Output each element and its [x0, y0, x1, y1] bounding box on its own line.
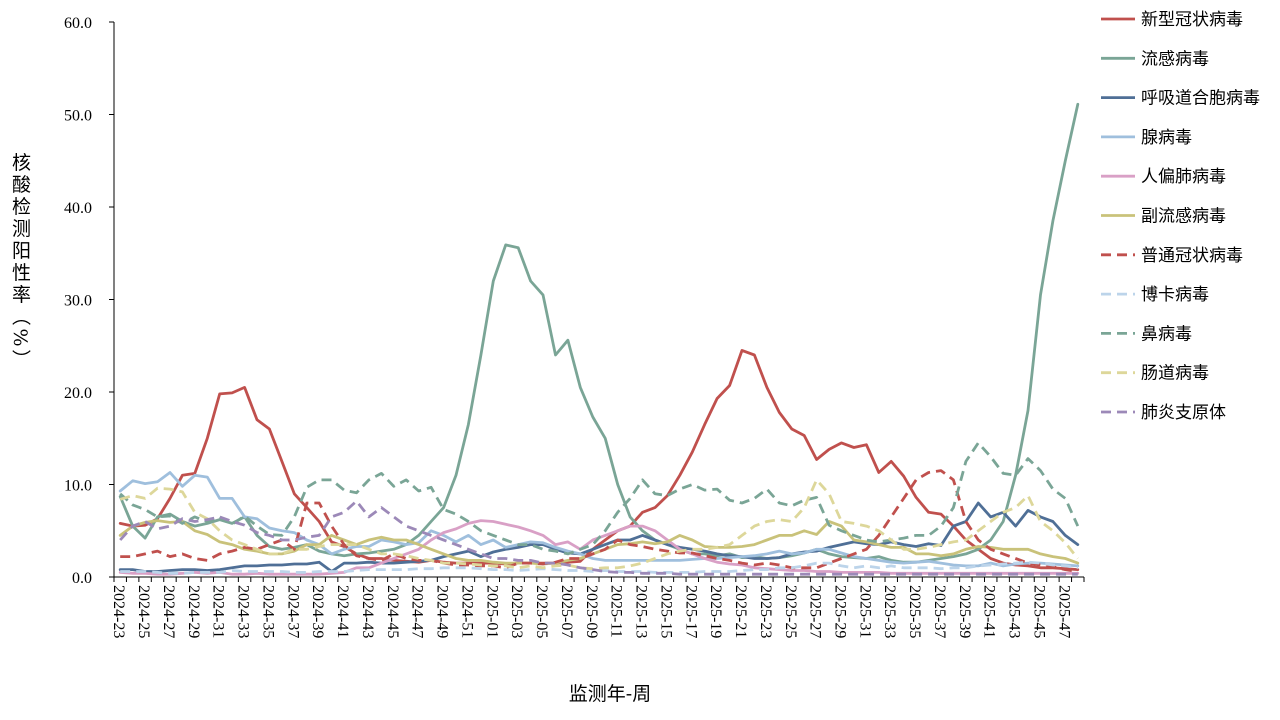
x-tick-labels: 2024-23 2024-25 2024-27 2024-29 2024-31 2024-…: [110, 585, 1072, 638]
x-tick-label: 2025-43: [1006, 585, 1023, 638]
x-tick-label: 2025-21: [732, 585, 749, 638]
x-tick-label: 2025-31: [856, 585, 873, 638]
x-tick-label: 2025-05: [533, 585, 550, 638]
x-tick-label: 2024-33: [235, 585, 252, 638]
x-tick-label: 2025-39: [956, 585, 973, 638]
legend-label-10: 肺炎支原体: [1141, 403, 1226, 423]
legend-label-1: 流感病毒: [1141, 49, 1209, 69]
x-tick-label: 2025-25: [782, 585, 799, 638]
x-tick-label: 2024-25: [135, 585, 152, 638]
series-line-8: [119, 441, 1080, 556]
x-tick-label: 2024-47: [409, 585, 426, 638]
y-tick-label: 40.0: [64, 200, 92, 217]
x-tick-label: 2024-41: [334, 585, 351, 638]
x-tick-label: 2025-15: [657, 585, 674, 638]
series-line-9: [119, 478, 1079, 571]
legend-label-9: 肠道病毒: [1141, 364, 1209, 384]
y-tick-labels: 0.0 10.0 20.0 30.0 40.0 50.0 60.0: [64, 15, 92, 587]
x-axis-title: 监测年-周: [569, 683, 651, 705]
legend-label-0: 新型冠状病毒: [1141, 10, 1243, 30]
x-tick-label: 2025-27: [807, 585, 824, 638]
x-tick-label: 2024-27: [160, 585, 177, 638]
axes: [109, 21, 1085, 582]
series-line-10: [119, 499, 1078, 576]
y-tick-label: 30.0: [64, 293, 92, 310]
legend-label-7: 博卡病毒: [1141, 285, 1209, 305]
x-tick-label: 2025-37: [931, 585, 948, 638]
x-tick-label: 2024-43: [359, 585, 376, 638]
x-tick-label: 2025-23: [757, 585, 774, 638]
series-line-5: [118, 519, 1080, 566]
y-tick-label: 20.0: [64, 385, 92, 402]
x-tick-label: 2024-29: [185, 585, 202, 638]
y-tick-label: 60.0: [64, 15, 92, 32]
legend-label-5: 副流感病毒: [1141, 207, 1226, 227]
x-tick-label: 2025-07: [558, 585, 575, 638]
x-tick-label: 2024-49: [434, 585, 451, 638]
series-line-2: [118, 501, 1080, 573]
y-axis-title: 核酸检测阳性率（%）: [9, 152, 31, 371]
x-tick-label: 2025-09: [583, 585, 600, 638]
y-tick-label: 10.0: [64, 478, 92, 495]
y-tick-label: 50.0: [64, 108, 92, 125]
legend: 新型冠状病毒流感病毒呼吸道合胞病毒腺病毒人偏肺病毒副流感病毒普通冠状病毒博卡病毒…: [1101, 10, 1260, 423]
x-tick-label: 2025-19: [707, 585, 724, 638]
x-tick-label: 2025-33: [881, 585, 898, 638]
x-tick-label: 2024-51: [458, 585, 475, 638]
x-tick-label: 2025-11: [608, 585, 625, 638]
series-line-3: [118, 471, 1080, 568]
y-tick-label: 0.0: [72, 570, 92, 587]
series-line-0: [118, 348, 1080, 571]
legend-label-2: 呼吸道合胞病毒: [1141, 89, 1260, 109]
x-tick-label: 2025-35: [906, 585, 923, 638]
legend-label-4: 人偏肺病毒: [1141, 167, 1226, 187]
x-tick-label: 2025-45: [1030, 585, 1047, 638]
x-tick-label: 2024-37: [284, 585, 301, 638]
x-tick-label: 2025-47: [1055, 585, 1072, 638]
x-tick-label: 2024-45: [384, 585, 401, 638]
series-lines: [118, 102, 1080, 576]
legend-label-6: 普通冠状病毒: [1141, 246, 1243, 266]
legend-label-8: 鼻病毒: [1141, 324, 1192, 344]
x-tick-label: 2024-31: [210, 585, 227, 638]
x-tick-label: 2025-03: [508, 585, 525, 638]
x-tick-label: 2025-17: [682, 585, 699, 638]
x-tick-label: 2024-23: [110, 585, 127, 638]
x-tick-label: 2024-39: [309, 585, 326, 638]
x-tick-label: 2024-35: [259, 585, 276, 638]
x-tick-label: 2025-41: [981, 585, 998, 638]
series-line-6: [120, 469, 1079, 573]
x-tick-label: 2025-01: [483, 585, 500, 638]
x-tick-label: 2025-13: [633, 585, 650, 638]
series-line-7: [120, 560, 1079, 575]
legend-label-3: 腺病毒: [1141, 128, 1192, 148]
x-tick-label: 2025-29: [832, 585, 849, 638]
series-line-1: [118, 102, 1080, 564]
